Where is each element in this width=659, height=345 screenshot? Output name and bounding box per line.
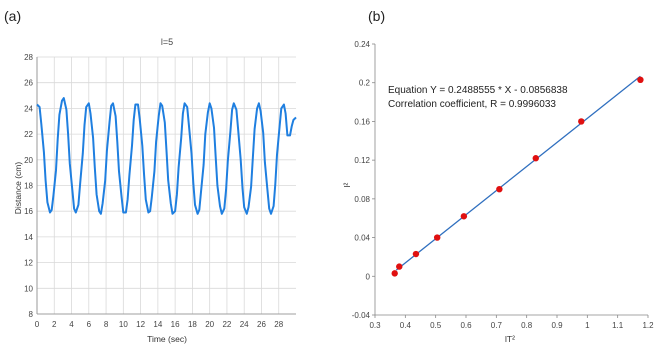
chart-a-y-tick-label: 22 <box>24 130 33 139</box>
chart-a-y-tick-label: 20 <box>24 156 33 165</box>
chart-b-y-tick-label: 0.12 <box>354 156 370 165</box>
chart-a-x-tick-label: 18 <box>188 320 197 329</box>
chart-b-x-tick-label: 1.1 <box>612 321 624 330</box>
chart-b-x-tick-label: 0.9 <box>551 321 563 330</box>
chart-a-y-tick-label: 24 <box>24 104 33 113</box>
fit-equation-text: Equation Y = 0.2488555 * X - 0.0856838 <box>388 85 568 96</box>
chart-a-x-tick-label: 10 <box>119 320 128 329</box>
chart-b-y-tick-label: -0.04 <box>352 311 371 320</box>
chart-a-y-tick-labels: 8 10 12 14 16 18 20 22 24 26 28 <box>24 53 33 319</box>
chart-a-y-axis-title: Distance (cm) <box>13 162 23 215</box>
chart-b-x-tick-label: 0.6 <box>460 321 472 330</box>
chart-b-x-tick-labels: 0.3 0.4 0.5 0.6 0.7 0.8 0.9 1 1.1 1.2 <box>369 321 654 330</box>
chart-b-x-tick-label: 0.4 <box>400 321 412 330</box>
chart-b-x-tick-label: 0.7 <box>491 321 503 330</box>
chart-b-y-axis-title: l² <box>342 182 352 187</box>
chart-a-x-tick-label: 4 <box>69 320 74 329</box>
chart-b-y-tick-label: 0 <box>366 272 371 281</box>
chart-a-x-tick-label: 16 <box>171 320 180 329</box>
chart-a-title: l=5 <box>161 37 173 47</box>
chart-a-x-tick-label: 14 <box>153 320 162 329</box>
chart-a-x-tick-label: 22 <box>222 320 231 329</box>
chart-a-x-tick-labels: 0 2 4 6 8 10 12 14 16 18 20 22 24 26 28 <box>35 320 284 329</box>
chart-a-x-axis-title: Time (sec) <box>147 334 187 344</box>
data-point <box>578 118 585 125</box>
data-point <box>396 263 403 270</box>
chart-b-x-tick-label: 1.2 <box>642 321 654 330</box>
chart-a-y-tick-label: 12 <box>24 259 33 268</box>
chart-a-x-tick-label: 26 <box>257 320 266 329</box>
chart-b-x-tick-label: 1 <box>585 321 590 330</box>
chart-b-y-tick-label: 0.16 <box>354 117 370 126</box>
data-point <box>496 185 503 193</box>
data-point <box>460 213 468 220</box>
data-point <box>391 270 398 277</box>
chart-b-y-tick-label: 0.24 <box>354 40 370 49</box>
chart-b-y-tick-label: 0.04 <box>354 234 370 243</box>
data-point <box>433 234 441 241</box>
chart-b-y-tick-label: 0.08 <box>354 195 370 204</box>
chart-a-x-tick-label: 8 <box>104 320 109 329</box>
chart-a-y-tick-label: 18 <box>24 182 33 191</box>
panel-b-chart: (b) -0.04 0 0.04 0.08 0.12 0.16 0.2 0.24 0.3 0.4… <box>342 8 654 344</box>
chart-a-y-tick-label: 28 <box>24 53 33 62</box>
chart-a-x-tick-label: 0 <box>35 320 40 329</box>
correlation-coefficient-text: Correlation coefficient, R = 0.9996033 <box>388 99 556 110</box>
chart-a-x-tick-label: 6 <box>87 320 92 329</box>
chart-a-x-tick-label: 12 <box>136 320 145 329</box>
chart-a-y-tick-label: 16 <box>24 207 33 216</box>
chart-a-x-tick-label: 20 <box>205 320 214 329</box>
chart-a-y-tick-label: 14 <box>24 233 33 242</box>
data-point <box>532 155 539 162</box>
chart-b-x-tick-label: 0.8 <box>521 321 533 330</box>
chart-a-y-tick-label: 26 <box>24 79 33 88</box>
distance-series-line <box>36 97 297 215</box>
data-points <box>391 76 644 277</box>
chart-a-axes <box>36 57 296 315</box>
data-point <box>412 250 420 258</box>
panel-a-label: (a) <box>4 8 21 24</box>
panel-b-label: (b) <box>368 8 385 24</box>
chart-a-x-tick-label: 2 <box>52 320 57 329</box>
chart-b-axes <box>372 43 649 318</box>
chart-b-y-tick-labels: -0.04 0 0.04 0.08 0.12 0.16 0.2 0.24 <box>352 40 371 320</box>
chart-b-x-tick-label: 0.3 <box>369 321 381 330</box>
chart-b-x-axis-title: lT² <box>505 334 515 344</box>
chart-b-y-tick-label: 0.2 <box>359 79 371 88</box>
chart-a-x-tick-label: 24 <box>240 320 249 329</box>
chart-a-y-tick-label: 8 <box>29 310 34 319</box>
data-point <box>637 76 644 84</box>
chart-b-x-tick-label: 0.5 <box>430 321 442 330</box>
chart-a-gridlines <box>36 56 296 315</box>
chart-a-x-tick-label: 28 <box>274 320 283 329</box>
chart-a-y-tick-label: 10 <box>24 284 33 293</box>
